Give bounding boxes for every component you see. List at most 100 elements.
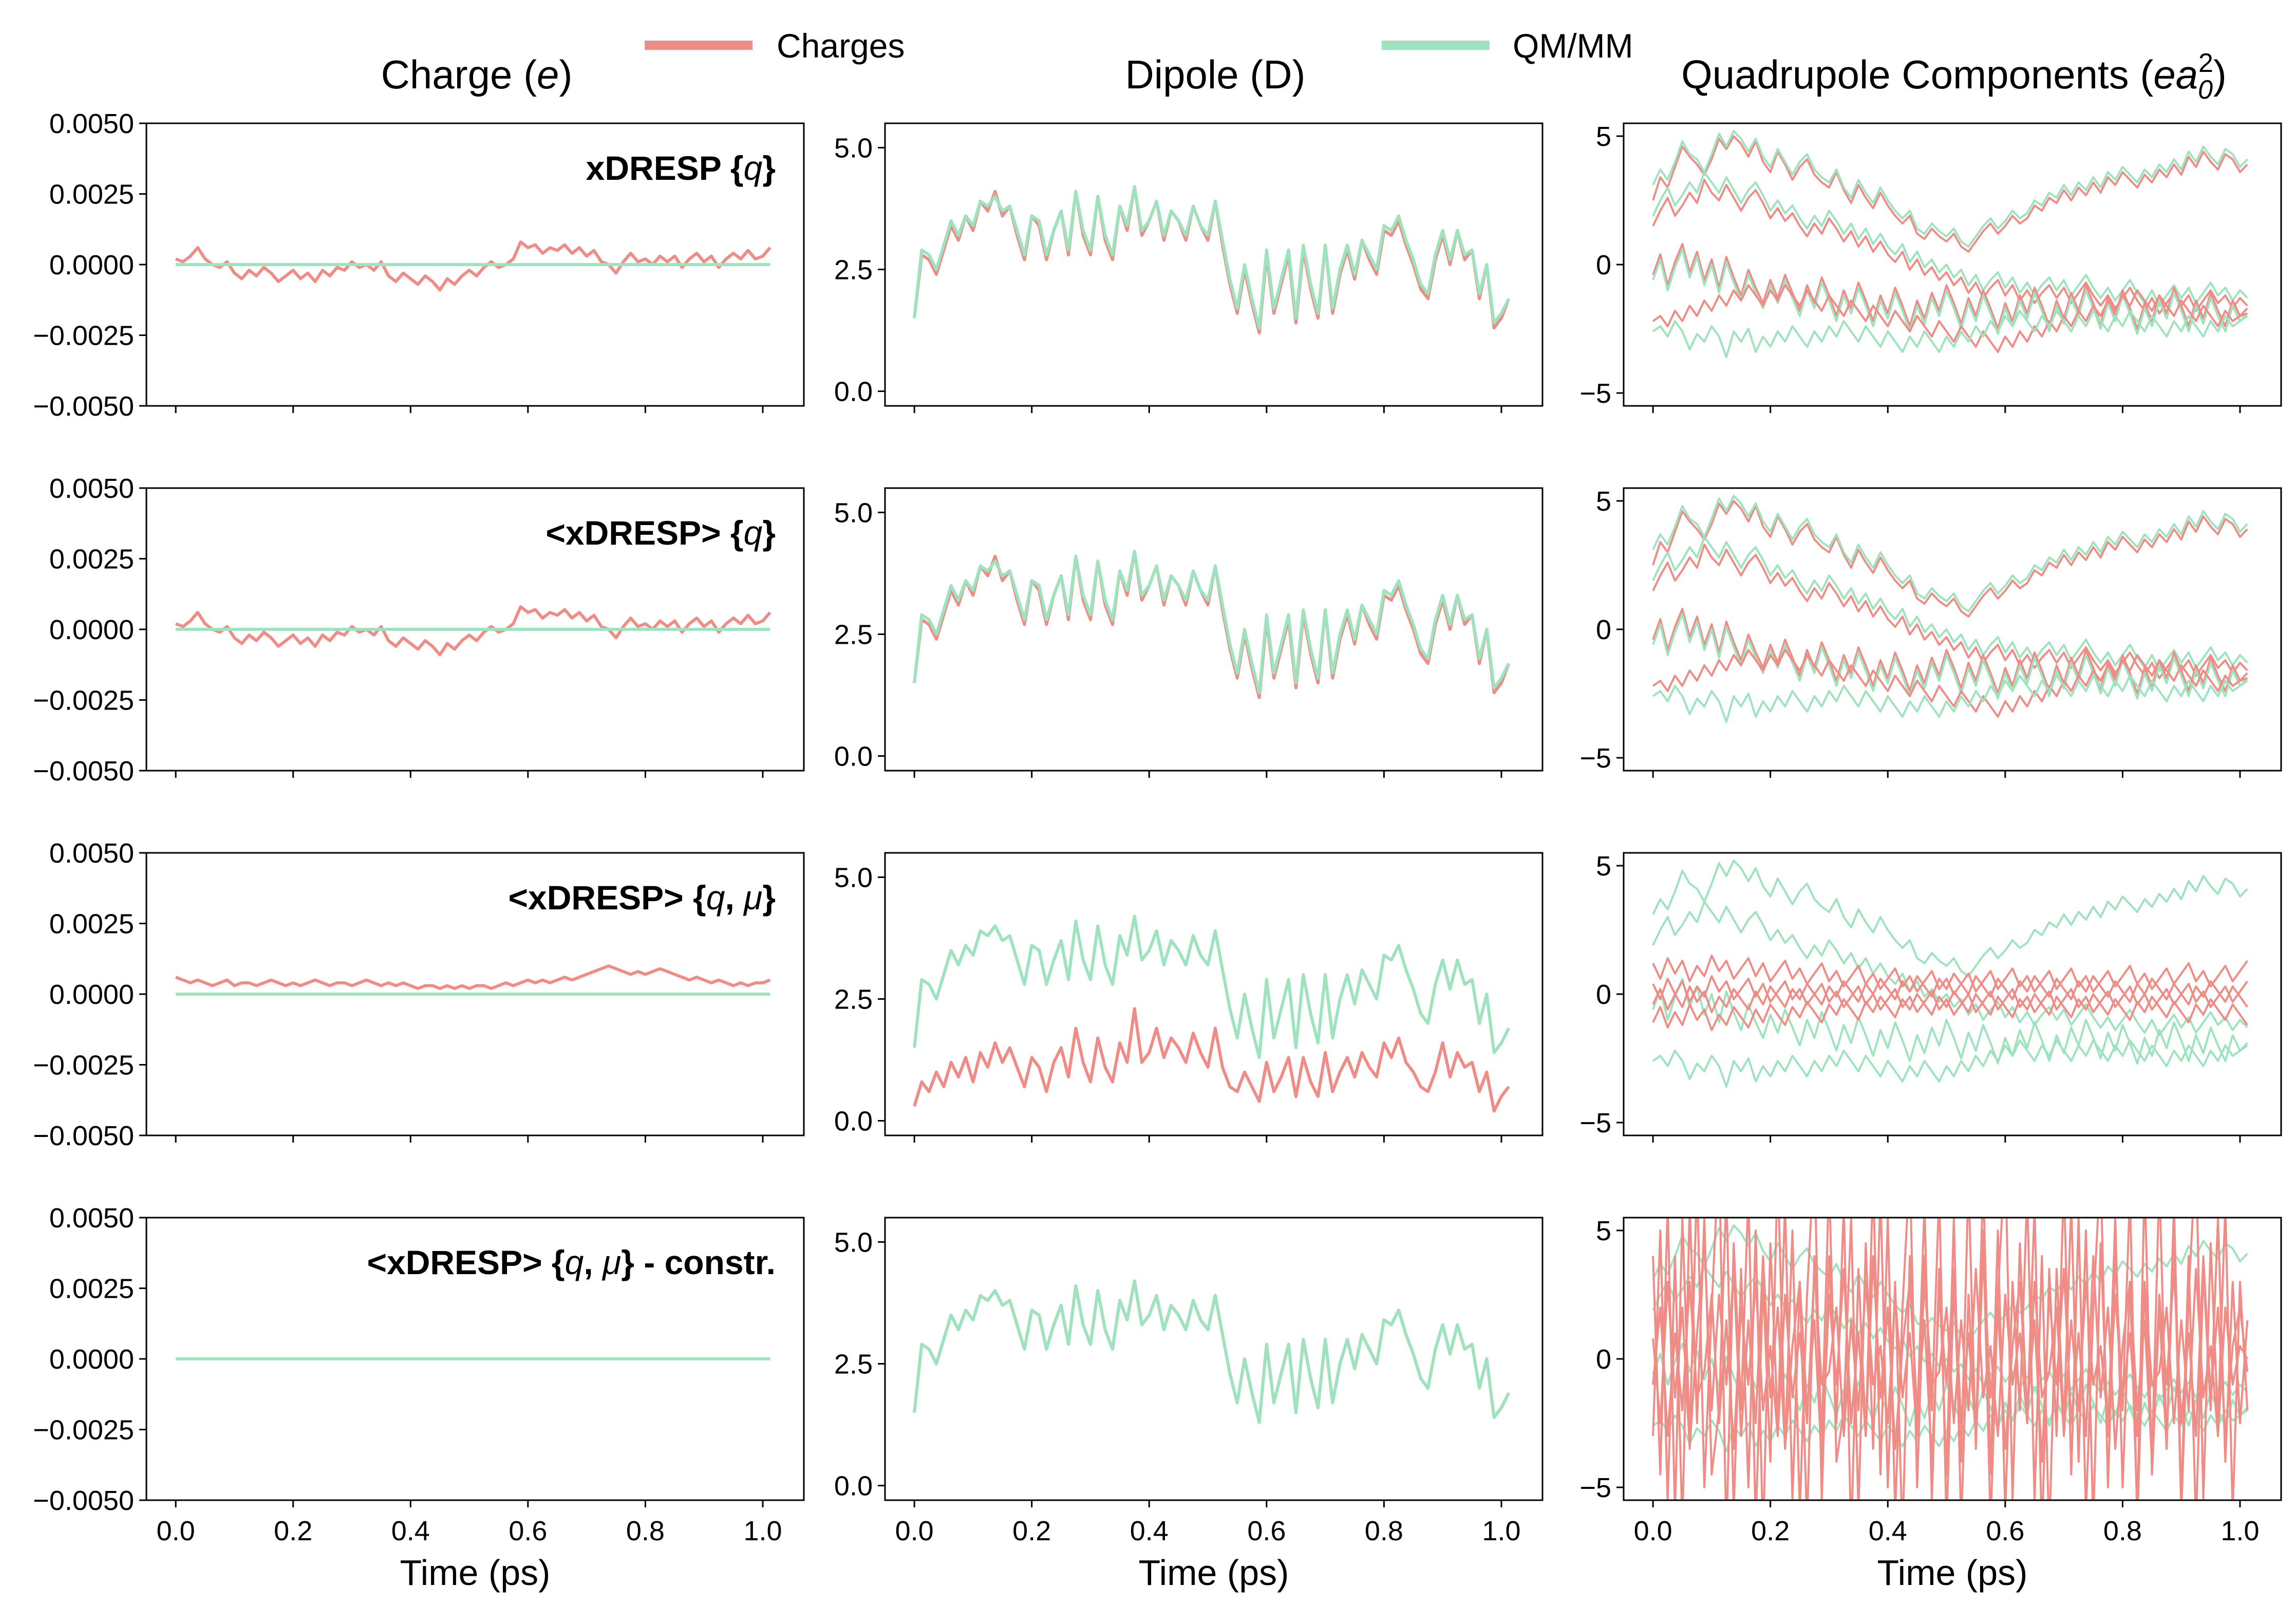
y-tick-label: 5	[1596, 121, 1611, 152]
y-tick-label: −5	[1579, 743, 1611, 774]
series-line-charges	[1652, 975, 2248, 1016]
series-line-qmmm	[1652, 495, 2248, 612]
series-line-qmmm	[1652, 1039, 2248, 1088]
series-line-qmmm	[913, 915, 1510, 1059]
y-tick-label: 5	[1596, 851, 1611, 882]
axes-frame	[884, 852, 1544, 1136]
panel-r2-charge: 0.0050 0.0025 0.0000 −0.0025 −0.0050 <xDRESP>…	[33, 473, 805, 787]
panel-r1-quadrupole: 5 0 −5	[1579, 121, 2282, 413]
y-tick-label: 0.0	[834, 1471, 873, 1502]
series-group	[175, 240, 771, 292]
x-tick-label: 0.0	[157, 1516, 195, 1546]
series-line-charges	[1652, 955, 2248, 995]
y-tick-label: 5.0	[834, 862, 873, 893]
x-tick-label: 0.0	[895, 1516, 934, 1546]
y-tick-label: 0.0025	[49, 179, 134, 210]
series-group	[913, 185, 1511, 334]
y-tick-label: −0.0025	[33, 1050, 134, 1081]
y-tick-label: 0	[1596, 250, 1611, 281]
y-tick-label: −0.0025	[33, 1415, 134, 1446]
x-tick-label: 0.4	[391, 1516, 430, 1546]
y-tick-label: 0.0	[834, 377, 873, 407]
series-line-qmmm	[1652, 171, 2248, 307]
y-tick-label: 0.0	[834, 741, 873, 772]
series-group	[913, 915, 1510, 1113]
panel-r4-quadrupole: 5 0 −5 0.0 0.2 0.4 0.6 0.8 1.0 Time (ps)	[1579, 1216, 2282, 1593]
x-tick-label: 0.2	[1012, 1516, 1051, 1546]
series-line-qmmm	[1652, 860, 2248, 977]
y-tick-label: 0	[1596, 614, 1611, 645]
x-axis-label: Time (ps)	[1877, 1553, 2028, 1593]
y-tick-label: 5.0	[834, 497, 873, 528]
y-tick-label: −0.0050	[33, 391, 134, 422]
y-tick-label: 0.0050	[49, 108, 134, 139]
panel-r3-dipole: 5.0 2.5 0.0	[834, 852, 1544, 1143]
series-line-charges	[1652, 500, 2248, 618]
series-line-charges	[175, 964, 771, 990]
row-label: <xDRESP> {q, μ}	[509, 879, 776, 917]
series-line-charges	[1652, 649, 2248, 718]
y-tick-label: 2.5	[834, 984, 873, 1015]
x-tick-label: 0.2	[1751, 1516, 1790, 1546]
x-tick-label: 0.6	[1986, 1516, 2024, 1546]
x-tick-label: 0.6	[509, 1516, 547, 1546]
column-title-quadrupole: Quadrupole Components (ea02)	[1681, 48, 2227, 105]
series-group	[175, 964, 771, 996]
x-tick-label: 0.4	[1130, 1516, 1169, 1546]
series-group	[1652, 130, 2248, 358]
series-line-charges	[1652, 243, 2248, 330]
series-line-charges	[1652, 973, 2248, 1013]
series-line-qmmm	[1652, 536, 2248, 671]
row-label: xDRESP {q}	[586, 149, 776, 187]
axes-frame	[884, 487, 1544, 772]
x-tick-label: 1.0	[2220, 1516, 2259, 1546]
y-tick-label: 0.0025	[49, 909, 134, 940]
series-line-charges	[175, 240, 771, 292]
x-tick-label: 0.0	[1634, 1516, 1672, 1546]
y-tick-label: −5	[1579, 1472, 1611, 1503]
x-tick-label: 0.8	[1365, 1516, 1403, 1546]
x-axis-label: Time (ps)	[1139, 1553, 1289, 1593]
series-group	[913, 1279, 1510, 1424]
y-tick-label: 0	[1596, 1344, 1611, 1375]
x-tick-label: 1.0	[1482, 1516, 1520, 1546]
y-tick-label: 5	[1596, 486, 1611, 517]
y-tick-label: −0.0025	[33, 321, 134, 351]
y-tick-label: −5	[1579, 1108, 1611, 1139]
x-tick-label: 0.6	[1247, 1516, 1286, 1546]
series-line-qmmm	[913, 550, 1510, 695]
series-line-qmmm	[1652, 675, 2248, 723]
y-tick-label: 0.0000	[49, 979, 134, 1010]
y-tick-label: 0.0050	[49, 473, 134, 504]
y-tick-label: 0.0000	[49, 614, 134, 645]
series-group	[1652, 860, 2248, 1088]
y-tick-label: 0.0	[834, 1106, 873, 1137]
series-line-charges	[1652, 1242, 2249, 1463]
panel-r2-quadrupole: 5 0 −5	[1579, 486, 2282, 778]
series-line-qmmm	[913, 1279, 1510, 1424]
legend: Charges QM/MM	[645, 27, 1633, 65]
panel-r3-charge: 0.0050 0.0025 0.0000 −0.0025 −0.0050 <xDRESP>…	[33, 838, 805, 1151]
y-tick-label: −0.0050	[33, 1485, 134, 1516]
y-tick-label: 2.5	[834, 1349, 873, 1379]
series-line-qmmm	[1652, 248, 2248, 335]
x-tick-label: 1.0	[743, 1516, 782, 1546]
x-tick-label: 0.4	[1869, 1516, 1907, 1546]
y-tick-label: 0.0050	[49, 1203, 134, 1234]
x-tick-label: 0.8	[626, 1516, 665, 1546]
panel-r3-quadrupole: 5 0 −5	[1579, 851, 2282, 1143]
series-line-qmmm	[1652, 613, 2248, 700]
y-tick-label: 5.0	[834, 1227, 873, 1258]
panel-r4-charge: 0.0050 0.0025 0.0000 −0.0025 −0.0050 0.0 0.2 0.…	[33, 1203, 805, 1593]
y-tick-label: 5.0	[834, 133, 873, 163]
series-group	[175, 605, 771, 657]
y-tick-label: −0.0050	[33, 1121, 134, 1151]
y-tick-label: 0.0050	[49, 838, 134, 869]
y-tick-label: 0.0000	[49, 250, 134, 281]
series-line-charges	[1652, 135, 2248, 253]
series-line-qmmm	[1652, 978, 2248, 1065]
y-tick-label: 2.5	[834, 619, 873, 650]
series-line-charges	[913, 1007, 1510, 1113]
y-tick-label: 0	[1596, 979, 1611, 1010]
